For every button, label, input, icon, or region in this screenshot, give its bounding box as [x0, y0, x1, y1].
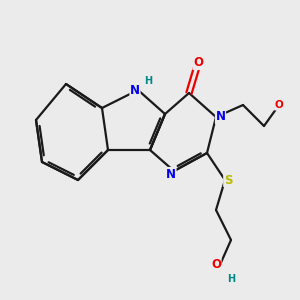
Text: N: N: [130, 83, 140, 97]
Text: N: N: [166, 167, 176, 181]
Text: S: S: [224, 173, 232, 187]
Text: H: H: [227, 274, 235, 284]
Text: O: O: [193, 56, 203, 70]
Text: O: O: [211, 257, 221, 271]
Text: O: O: [274, 100, 284, 110]
Text: N: N: [215, 110, 226, 124]
Text: H: H: [144, 76, 153, 86]
